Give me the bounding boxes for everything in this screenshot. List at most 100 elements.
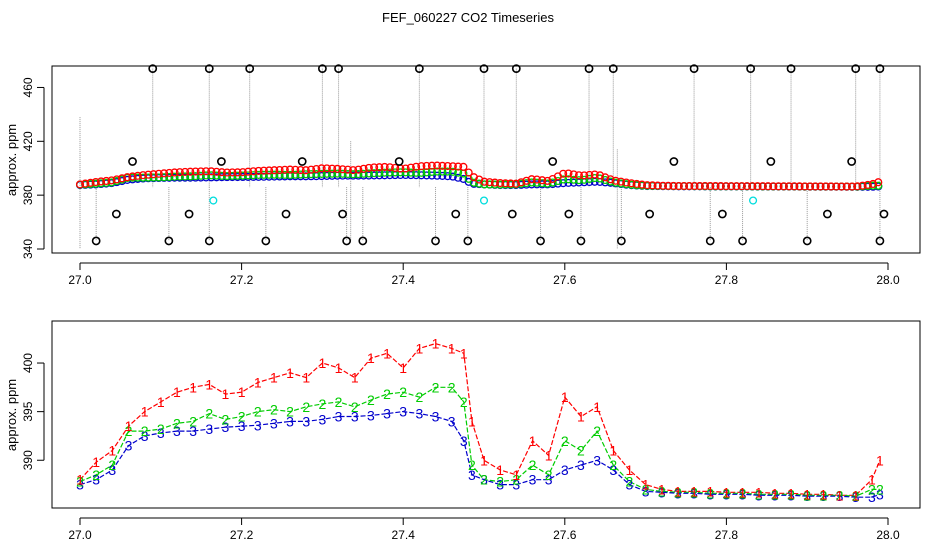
series-point [569, 170, 578, 179]
series-marker: 3 [529, 472, 537, 488]
series-point [648, 181, 657, 190]
series-marker: 2 [852, 488, 860, 504]
x-tick-label: 27.0 [68, 273, 92, 287]
series-marker: 3 [868, 489, 876, 505]
x-tick-label: 28.0 [876, 528, 900, 540]
series-point [869, 179, 878, 189]
series-point [574, 171, 583, 180]
series-marker: 1 [852, 487, 860, 503]
series-point [170, 172, 179, 181]
series-marker: 2 [173, 415, 181, 431]
outlier-point [184, 209, 194, 219]
series-point [438, 161, 447, 170]
series-point [406, 168, 415, 177]
series-marker: 1 [238, 384, 246, 400]
outlier-point [342, 236, 352, 246]
series-marker: 3 [512, 477, 520, 493]
series-point [396, 168, 405, 177]
series-point [422, 161, 431, 170]
outlier-point [705, 236, 715, 246]
outlier-point [148, 64, 158, 74]
outlier-point [823, 209, 832, 219]
series-point [128, 172, 137, 181]
series-point [637, 180, 647, 189]
series-marker: 2 [787, 486, 795, 502]
bottom-ylabel: approx. ppm [4, 379, 19, 451]
series-point [842, 182, 851, 191]
series-marker: 3 [76, 477, 84, 493]
outlier-point [536, 236, 545, 246]
series-marker: 2 [836, 487, 844, 503]
series-point [370, 169, 379, 178]
series-marker: 1 [222, 386, 230, 402]
series-point [338, 165, 347, 174]
series-point [816, 182, 825, 191]
series-marker: 1 [480, 452, 488, 468]
top-drop-lines [79, 68, 881, 249]
series-point [196, 167, 205, 176]
series-marker: 2 [706, 485, 714, 501]
series-point [296, 170, 305, 179]
series-marker: 2 [335, 394, 343, 410]
series-point [874, 181, 883, 190]
series-marker: 2 [319, 396, 327, 412]
series-marker: 2 [512, 472, 520, 488]
series-point [123, 173, 132, 182]
series-point [811, 182, 820, 191]
series-marker: 3 [545, 472, 553, 488]
series-marker: 2 [593, 423, 601, 439]
outlier-point [616, 236, 626, 246]
outlier-point [717, 209, 727, 219]
series-marker: 1 [125, 418, 133, 434]
outlier-point [463, 236, 473, 246]
series-point [606, 177, 615, 186]
series-marker: 3 [399, 404, 407, 420]
series-point [574, 176, 583, 185]
series-point [606, 175, 615, 184]
series-point [475, 179, 484, 188]
series-marker: 3 [432, 409, 440, 425]
series-marker: 1 [836, 487, 844, 503]
series-point [853, 182, 862, 191]
series-marker: 2 [205, 406, 213, 422]
outlier-point [358, 236, 368, 246]
series-point [333, 164, 342, 173]
series-point [217, 168, 226, 177]
series-point [685, 181, 694, 191]
series-point [690, 181, 699, 191]
series-marker: 2 [819, 487, 827, 503]
series-point [317, 164, 326, 173]
outlier-point [746, 64, 756, 74]
series-marker: 2 [545, 467, 553, 483]
outlier-point [548, 157, 558, 166]
series-point [364, 163, 373, 172]
series-point [149, 170, 158, 179]
series-point [737, 182, 746, 191]
series-marker: 3 [706, 486, 714, 502]
series-marker: 2 [141, 423, 149, 439]
series-marker: 1 [545, 447, 553, 463]
top-outlier-points [91, 64, 889, 246]
series-marker: 2 [529, 457, 537, 473]
series-marker: 3 [254, 417, 262, 433]
series-point [364, 169, 373, 178]
series-point [454, 173, 463, 182]
series-marker: 3 [609, 462, 617, 478]
series-marker: 3 [642, 483, 650, 499]
series-marker: 2 [626, 474, 634, 490]
series-point [674, 181, 683, 191]
series-marker: 1 [771, 485, 779, 501]
series-point [569, 175, 578, 184]
series-marker: 2 [468, 457, 476, 473]
outlier-point [511, 64, 521, 74]
series-point [611, 176, 620, 185]
series-marker: 1 [626, 462, 634, 478]
series-point [401, 164, 410, 173]
x-tick-label: 27.2 [230, 273, 254, 287]
series-point [175, 168, 184, 177]
series-marker: 1 [609, 443, 617, 459]
outlier-point [164, 236, 174, 246]
series-point [385, 168, 394, 177]
series-point [280, 165, 289, 174]
series-point [254, 166, 263, 175]
